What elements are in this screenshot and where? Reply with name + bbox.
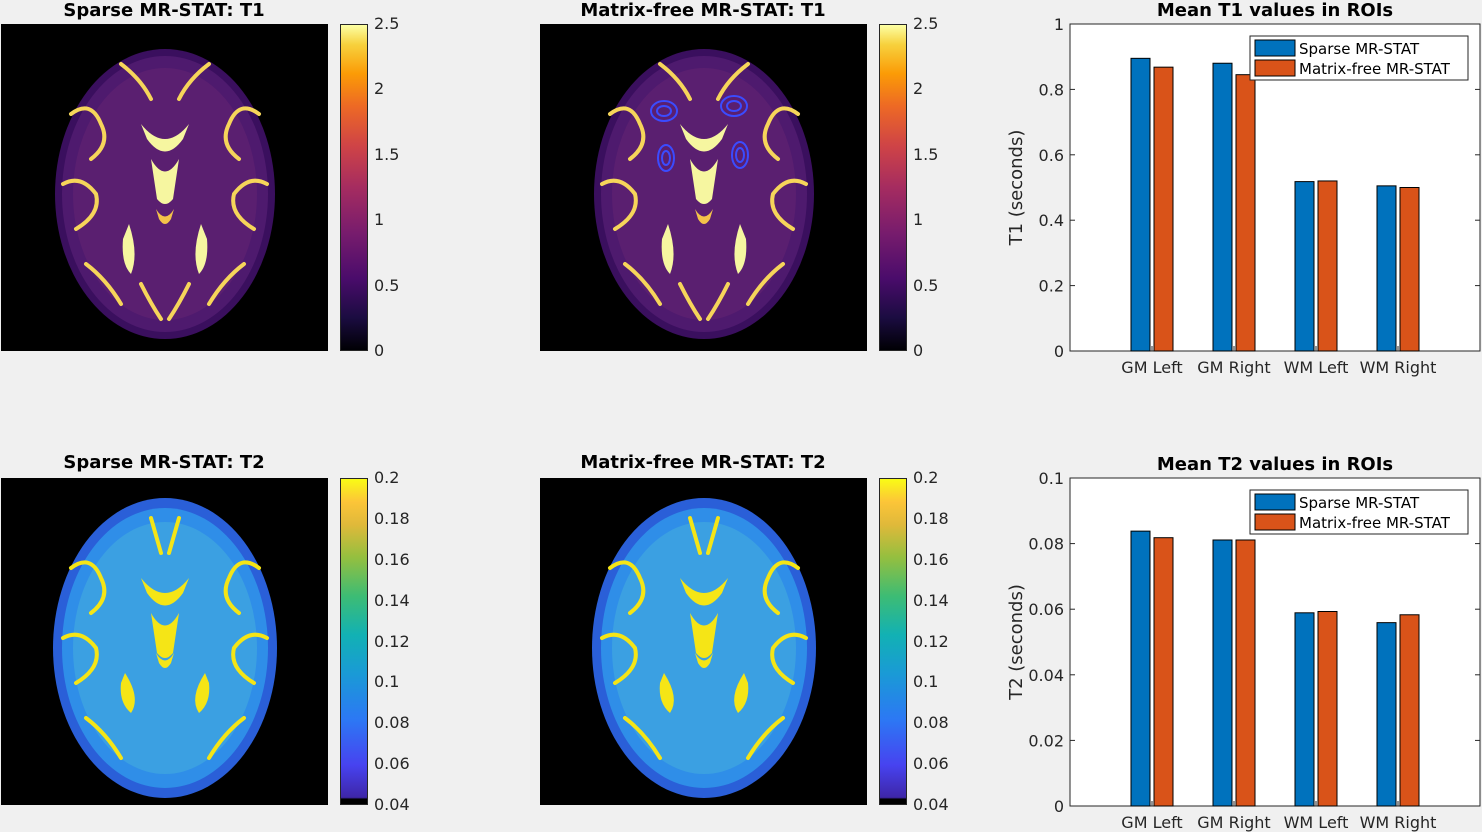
x-tick-label: WM Left (1284, 813, 1349, 832)
bar (1399, 614, 1420, 807)
colorbar-tick-label: 0.5 (913, 275, 939, 295)
x-tick-label: WM Left (1284, 358, 1349, 377)
y-tick-label: 0.02 (1028, 731, 1064, 750)
y-tick-label: 0.06 (1028, 600, 1064, 619)
bar-chart-t1: Mean T1 values in ROIs 0 0.2 0.4 0.6 0.8 1 T1 (… (1006, 0, 1481, 377)
colorbar-tick-label: 0.16 (374, 549, 410, 569)
x-tick-label: GM Right (1197, 358, 1270, 377)
bar (1294, 612, 1315, 807)
panel-title-t2-matrix: Matrix-free MR-STAT: T2 (580, 452, 826, 473)
bar (1317, 180, 1338, 352)
bar (1294, 181, 1315, 352)
t2-matrix-map (540, 478, 867, 805)
colorbar-t2-matrix (879, 478, 907, 805)
x-tick-label: GM Left (1121, 358, 1182, 377)
legend-swatch (1254, 493, 1296, 511)
legend-label: Sparse MR-STAT (1299, 40, 1420, 58)
bar (1130, 57, 1151, 352)
y-axis-label: T1 (seconds) (1006, 130, 1027, 247)
y-tick-label: 0.1 (1039, 469, 1064, 488)
bar-chart-t2: Mean T2 values in ROIs 0 0.02 0.04 0.06 0.08 0… (1006, 454, 1481, 832)
legend-label: Sparse MR-STAT (1299, 494, 1420, 512)
y-tick-label: 0.04 (1028, 666, 1064, 685)
y-axis-label: T2 (seconds) (1006, 584, 1027, 701)
legend-swatch (1254, 59, 1296, 77)
legend-swatch (1254, 39, 1296, 57)
colorbar-tick-label: 0.18 (374, 508, 410, 528)
colorbar-tick-label: 0.08 (913, 713, 949, 733)
colorbar-tick-label: 0 (374, 341, 385, 360)
panel-title-t1-matrix: Matrix-free MR-STAT: T1 (580, 0, 826, 21)
colorbar-tick-label: 0.16 (913, 549, 949, 569)
bar (1212, 62, 1233, 352)
t1-sparse-map (1, 24, 328, 351)
colorbar-tick-label: 1 (374, 210, 385, 230)
colorbar-tick-label: 2 (374, 79, 385, 99)
colorbar-tick-label: 0.12 (374, 631, 410, 651)
colorbar-tick-label: 0.08 (374, 713, 410, 733)
colorbar-tick-label: 0 (913, 341, 924, 360)
t2-sparse-map (1, 478, 328, 805)
legend-label: Matrix-free MR-STAT (1299, 514, 1451, 532)
colorbar-t1-matrix (879, 24, 907, 351)
roi-markers (650, 95, 749, 172)
colorbar-tick-label: 0.2 (374, 468, 400, 487)
bar (1130, 530, 1151, 807)
x-tick-label: GM Right (1197, 813, 1270, 832)
colorbar-tick-label: 0.12 (913, 631, 949, 651)
bar (1235, 539, 1256, 807)
colorbar-tick-label: 0.1 (913, 672, 939, 692)
bar (1376, 185, 1397, 352)
colorbar-tick-label: 1.5 (374, 144, 400, 164)
y-tick-label: 0.6 (1039, 146, 1064, 165)
bar (1235, 74, 1256, 352)
colorbar-tick-label: 2 (913, 79, 924, 99)
legend-label: Matrix-free MR-STAT (1299, 60, 1451, 78)
t1-matrix-map (540, 24, 867, 351)
colorbar-tick-label: 0.04 (913, 795, 949, 814)
y-tick-label: 1 (1054, 15, 1064, 34)
colorbar-tick-label: 2.5 (913, 14, 939, 33)
legend-swatch (1254, 513, 1296, 531)
bar (1317, 610, 1338, 807)
colorbar-tick-label: 0.14 (374, 590, 410, 610)
bar (1376, 622, 1397, 807)
colorbar-tick-label: 1 (913, 210, 924, 230)
colorbar-tick-label: 0.5 (374, 275, 400, 295)
colorbar-tick-label: 0.2 (913, 468, 939, 487)
colorbar-tick-label: 2.5 (374, 14, 400, 33)
colorbar-tick-label: 0.18 (913, 508, 949, 528)
bar (1153, 537, 1174, 807)
y-tick-label: 0 (1054, 342, 1064, 361)
colorbar-t2-sparse (340, 478, 368, 805)
bar (1399, 187, 1420, 352)
colorbar-tick-label: 0.06 (913, 754, 949, 774)
colorbar-tick-label: 0.1 (374, 672, 400, 692)
colorbar-tick-label: 0.06 (374, 754, 410, 774)
chart-title: Mean T2 values in ROIs (1157, 454, 1393, 475)
y-tick-label: 0.2 (1039, 277, 1064, 296)
panel-title-t1-sparse: Sparse MR-STAT: T1 (63, 0, 265, 21)
colorbar-tick-label: 1.5 (913, 144, 939, 164)
colorbar-tick-label: 0.14 (913, 590, 949, 610)
x-tick-label: GM Left (1121, 813, 1182, 832)
bar (1212, 539, 1233, 807)
y-tick-label: 0 (1054, 797, 1064, 816)
x-tick-label: WM Right (1360, 813, 1437, 832)
x-tick-label: WM Right (1360, 358, 1437, 377)
y-tick-label: 0.4 (1039, 211, 1064, 230)
chart-title: Mean T1 values in ROIs (1157, 0, 1393, 21)
bar (1153, 66, 1174, 352)
colorbar-tick-label: 0.04 (374, 795, 410, 814)
panel-title-t2-sparse: Sparse MR-STAT: T2 (63, 452, 265, 473)
colorbar-t1-sparse (340, 24, 368, 351)
y-tick-label: 0.8 (1039, 80, 1064, 99)
y-tick-label: 0.08 (1028, 535, 1064, 554)
